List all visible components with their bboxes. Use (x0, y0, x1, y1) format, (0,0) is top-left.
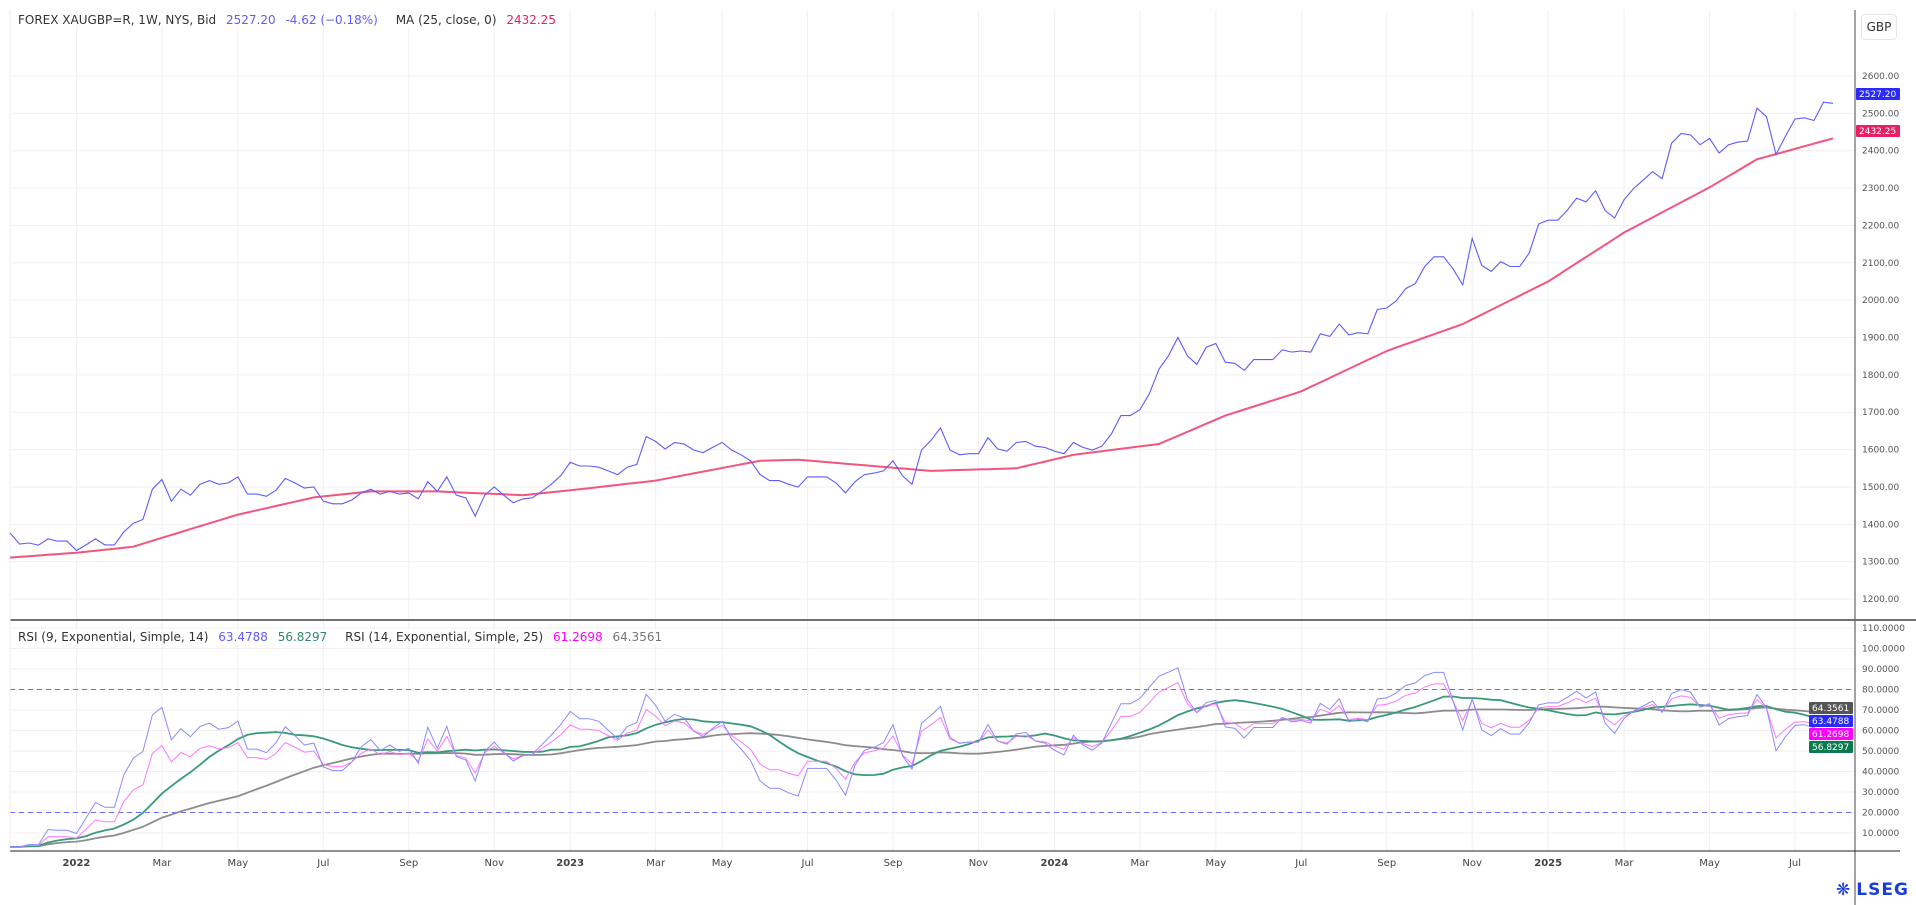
rsi-value-tag-bg (1809, 702, 1853, 714)
rsi2-label: RSI (14, Exponential, Simple, 25) (345, 630, 544, 644)
price-tick-label: 1300.00 (1862, 558, 1899, 568)
rsi-tick-label: 10.0000 (1862, 829, 1899, 839)
x-tick-label: Nov (484, 858, 504, 869)
price-tick-label: 2100.00 (1862, 259, 1899, 269)
rsi-value-tag: 63.4788 (1809, 715, 1853, 727)
symbol-label: FOREX XAUGBP=R, 1W, NYS, Bid (18, 13, 217, 27)
x-tick-label: May (1205, 858, 1226, 869)
price-tick-label: 2200.00 (1862, 221, 1899, 231)
x-tick-label: Mar (152, 858, 172, 869)
rsi-tick-label: 100.0000 (1862, 645, 1905, 655)
rsi-tick-label: 70.0000 (1862, 706, 1899, 716)
x-tick-label: 2023 (556, 858, 584, 869)
rsi-tick-label: 60.0000 (1862, 727, 1899, 737)
x-tick-label: May (228, 858, 249, 869)
x-tick-label: Jul (801, 858, 814, 869)
rsi-value-tag-text: 56.8297 (1812, 743, 1849, 753)
rsi-value-tag: 64.3561 (1809, 702, 1853, 714)
ma-label: MA (25, close, 0) (395, 13, 497, 27)
rsi2-value: 61.2698 (553, 630, 603, 644)
rsi-value-tag-bg (1809, 715, 1853, 727)
x-tick-label: Mar (1615, 858, 1635, 869)
price-tick-label: 1400.00 (1862, 520, 1899, 530)
ma-value-tag-bg (1856, 125, 1900, 137)
last-price-tag-text: 2527.20 (1859, 90, 1896, 100)
rsi-tick-label: 90.0000 (1862, 665, 1899, 675)
x-tick-label: Jul (1788, 858, 1801, 869)
rsi-tick-label: 50.0000 (1862, 747, 1899, 757)
rsi-tick-label: 80.0000 (1862, 686, 1899, 696)
price-tick-label: 1700.00 (1862, 408, 1899, 418)
x-tick-label: Nov (1462, 858, 1482, 869)
x-tick-label: Jul (1294, 858, 1307, 869)
rsi-tick-label: 110.0000 (1862, 624, 1905, 634)
price-tick-label: 2500.00 (1862, 109, 1899, 119)
x-tick-label: Nov (969, 858, 989, 869)
currency-button[interactable]: GBP (1861, 14, 1897, 40)
lseg-logo: ❋ LSEG (1836, 880, 1909, 900)
last-price-tag: 2527.20 (1856, 88, 1900, 100)
rsi1-signal-value: 56.8297 (277, 630, 328, 644)
price-tick-label: 2400.00 (1862, 147, 1899, 157)
lseg-mark-icon: ❋ (1836, 880, 1852, 900)
x-tick-label: Mar (646, 858, 666, 869)
x-tick-label: Sep (884, 858, 903, 869)
rsi-value-tag-bg (1809, 728, 1853, 740)
price-tick-label: 1800.00 (1862, 371, 1899, 381)
price-tick-label: 2000.00 (1862, 296, 1899, 306)
price-legend: FOREX XAUGBP=R, 1W, NYS, Bid 2527.20 -4.… (18, 13, 562, 27)
x-tick-label: Mar (1130, 858, 1150, 869)
rsi2-line (10, 681, 1834, 848)
last-price: 2527.20 (226, 13, 276, 27)
price-tick-label: 2300.00 (1862, 184, 1899, 194)
rsi-tick-label: 20.0000 (1862, 809, 1899, 819)
price-line (9, 101, 1834, 552)
rsi1-label: RSI (9, Exponential, Simple, 14) (18, 630, 209, 644)
price-tick-label: 1500.00 (1862, 483, 1899, 493)
price-tick-label: 2600.00 (1862, 72, 1899, 82)
price-change: -4.62 (−0.18%) (285, 13, 378, 27)
price-tick-label: 1200.00 (1862, 595, 1899, 605)
rsi1-line (10, 667, 1834, 848)
x-tick-label: 2024 (1041, 858, 1069, 869)
x-tick-label: 2025 (1534, 858, 1562, 869)
price-tick-label: 1600.00 (1862, 446, 1899, 456)
rsi-value-tag-text: 64.3561 (1812, 704, 1849, 714)
rsi1-signal-line (10, 695, 1834, 848)
rsi2-signal-value: 64.3561 (612, 630, 663, 644)
ma-value: 2432.25 (506, 13, 556, 27)
ma-line (9, 137, 1834, 559)
rsi-value-tag-bg (1809, 741, 1853, 753)
rsi-tick-label: 30.0000 (1862, 788, 1899, 798)
x-tick-label: Sep (1377, 858, 1396, 869)
last-price-tag-bg (1856, 88, 1900, 100)
ma-value-tag: 2432.25 (1856, 125, 1900, 137)
x-tick-label: 2022 (63, 858, 91, 869)
rsi-value-tag-text: 63.4788 (1812, 717, 1849, 727)
rsi-tick-label: 40.0000 (1862, 768, 1899, 778)
logo-text: LSEG (1856, 880, 1909, 900)
rsi2-signal-line (10, 705, 1834, 848)
rsi-legend: RSI (9, Exponential, Simple, 14) 63.4788… (18, 630, 669, 644)
rsi-value-tag: 61.2698 (1809, 728, 1853, 740)
rsi-value-tag-text: 61.2698 (1812, 730, 1849, 740)
x-tick-label: Sep (399, 858, 418, 869)
rsi-value-tag: 56.8297 (1809, 741, 1853, 753)
x-tick-label: Jul (316, 858, 329, 869)
x-tick-label: May (712, 858, 733, 869)
x-tick-label: May (1699, 858, 1720, 869)
price-tick-label: 1900.00 (1862, 334, 1899, 344)
rsi1-value: 63.4788 (218, 630, 268, 644)
ma-value-tag-text: 2432.25 (1859, 127, 1896, 137)
